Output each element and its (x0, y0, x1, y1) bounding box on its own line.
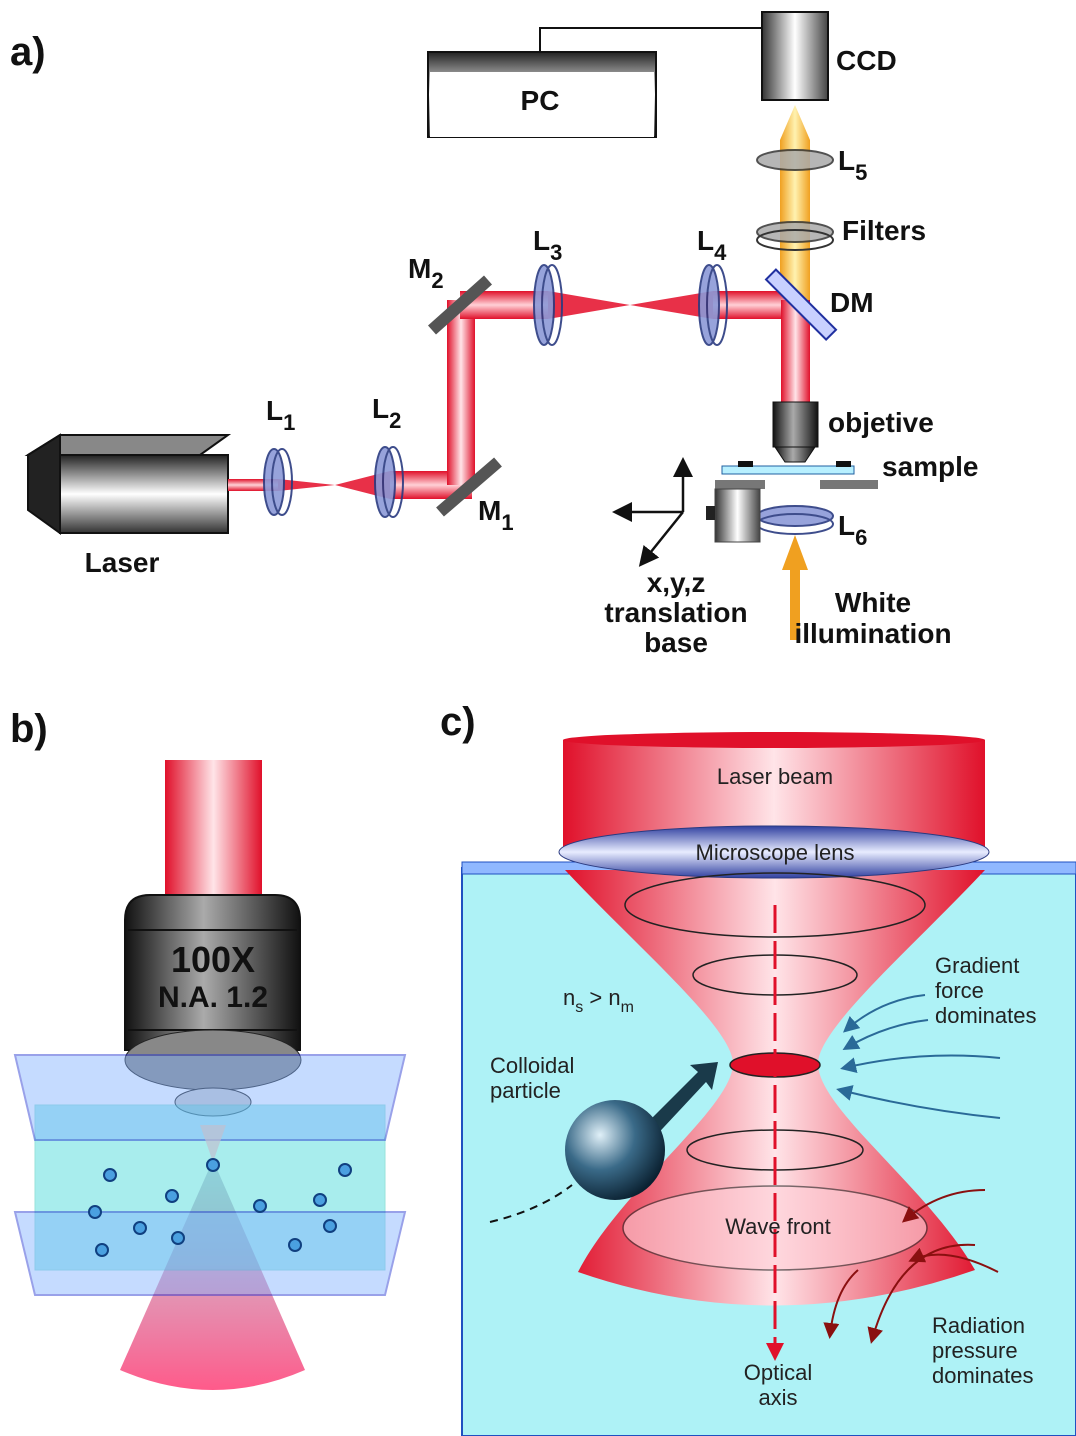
gradient-label: dominates (935, 1003, 1037, 1028)
stage-label: base (644, 627, 708, 658)
lens-label: L2 (372, 393, 401, 433)
panel-b: b) 100X N.A. 1.2 (10, 707, 405, 1390)
pc-label: PC (521, 85, 560, 116)
shape (339, 1164, 351, 1176)
lens-label: L6 (838, 510, 867, 550)
shape (104, 1169, 116, 1181)
index-label-part: s (575, 999, 583, 1016)
lens-label-part: L (697, 225, 714, 256)
index-label-part: > n (583, 985, 620, 1010)
shape (563, 732, 985, 748)
sample-label: sample (882, 451, 979, 482)
illumination-label: White (835, 587, 911, 618)
shape (642, 512, 683, 563)
shape (28, 435, 60, 533)
illumination-label: illumination (794, 618, 951, 649)
panel-a: a) PC CCD L5 Filters Laser L1 L2 L3 L4 M… (10, 12, 979, 658)
gradient-label: Gradient (935, 953, 1019, 978)
panel-c: c) Laser beam Microscope lens Wave front… (440, 700, 1076, 1436)
shape (706, 506, 715, 520)
shape (715, 480, 765, 489)
filters-label: Filters (842, 215, 926, 246)
mirror-label-part: M (408, 253, 431, 284)
dm-label: DM (830, 287, 874, 318)
shape (289, 1239, 301, 1251)
aperture-label: N.A. 1.2 (158, 981, 268, 1014)
mirror-label-part: M (478, 495, 501, 526)
shape (254, 1200, 266, 1212)
lens-label: L5 (838, 145, 867, 185)
lens-label-part: 3 (550, 240, 562, 265)
mirror-label: M1 (478, 495, 514, 535)
particle-label: particle (490, 1078, 561, 1103)
panel-label: a) (10, 30, 46, 74)
shape (278, 471, 390, 499)
mirror-label-part: 1 (501, 510, 513, 535)
lens-label: Microscope lens (696, 840, 855, 865)
radiation-label: dominates (932, 1363, 1034, 1388)
shape (207, 1159, 219, 1171)
particle-label: Colloidal (490, 1053, 574, 1078)
shape (447, 300, 475, 485)
shape (775, 447, 815, 462)
shape (96, 1244, 108, 1256)
shape (89, 1206, 101, 1218)
stage-label: x,y,z (647, 567, 706, 598)
panel-label: c) (440, 700, 476, 744)
stage-label: translation (604, 597, 747, 628)
radiation-label: Radiation (932, 1313, 1025, 1338)
lens-label-part: 5 (855, 160, 867, 185)
lens-label-part: L (533, 225, 550, 256)
laser-beam-label: Laser beam (717, 764, 833, 789)
shape (836, 461, 851, 467)
radiation-label: pressure (932, 1338, 1018, 1363)
lens-label: L3 (533, 225, 562, 265)
shape (722, 466, 854, 474)
index-label-part: n (563, 985, 575, 1010)
shape (757, 150, 833, 170)
shape (738, 461, 753, 467)
shape (165, 760, 262, 900)
shape (314, 1194, 326, 1206)
shape (324, 1220, 336, 1232)
wave-front-label: Wave front (725, 1214, 831, 1239)
shape (762, 12, 828, 100)
mirror-label-part: 2 (431, 268, 443, 293)
lens-label-part: 2 (389, 408, 401, 433)
lens-label-part: L (838, 145, 855, 176)
figure: a) PC CCD L5 Filters Laser L1 L2 L3 L4 M… (0, 0, 1076, 1436)
gradient-label: force (935, 978, 984, 1003)
mirror-label: M2 (408, 253, 444, 293)
axis-label: Optical (744, 1360, 812, 1385)
index-label-part: m (621, 999, 634, 1016)
shape (166, 1190, 178, 1202)
shape (548, 291, 713, 319)
shape (820, 480, 878, 489)
lens-label-part: 4 (714, 240, 727, 265)
lens-label-part: L (838, 510, 855, 541)
shape (773, 402, 818, 447)
lens-label: L4 (697, 225, 727, 265)
objective-label: objetive (828, 407, 934, 438)
shape (617, 462, 683, 563)
axis-label: axis (758, 1385, 797, 1410)
shape (172, 1232, 184, 1244)
ccd-label: CCD (836, 45, 897, 76)
shape (60, 455, 228, 533)
magnification-label: 100X (171, 939, 255, 980)
laser-label: Laser (85, 547, 160, 578)
shape (715, 489, 760, 542)
lens-label: L1 (266, 395, 295, 435)
shape (565, 1100, 665, 1200)
lens-label-part: 1 (283, 410, 295, 435)
shape (134, 1222, 146, 1234)
lens-label-part: 6 (855, 525, 867, 550)
lens-label-part: L (372, 393, 389, 424)
shape (540, 28, 762, 52)
lens-label-part: L (266, 395, 283, 426)
shape (15, 1212, 405, 1295)
panel-label: b) (10, 707, 48, 751)
shape (780, 105, 810, 300)
